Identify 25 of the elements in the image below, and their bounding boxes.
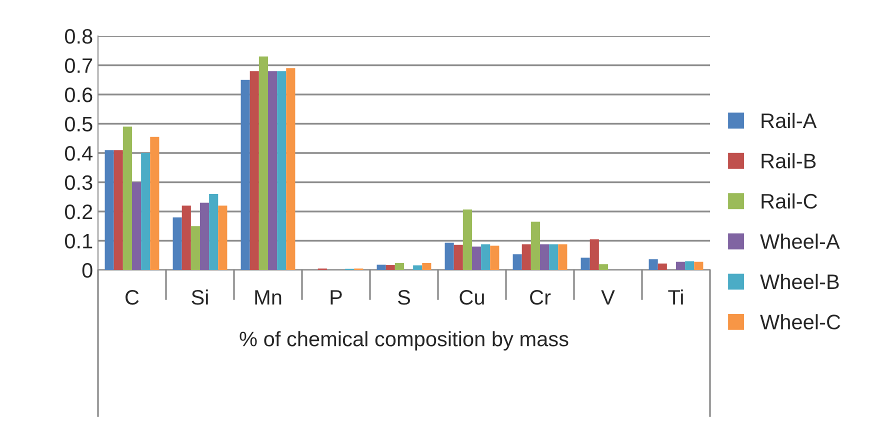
- legend-label: Rail-B: [762, 153, 816, 168]
- legend-label: Wheel-B: [760, 274, 839, 290]
- y-tick-label: 0.6: [64, 88, 92, 102]
- x-tick-label: P: [330, 290, 342, 305]
- y-tick-label: 0.3: [64, 175, 92, 190]
- legend-label: Wheel-A: [760, 234, 840, 249]
- x-tick-label: Mn: [255, 290, 282, 305]
- y-tick-label: 0.1: [64, 234, 92, 249]
- x-axis-title: % of chemical composition by mass: [240, 331, 568, 351]
- x-tick-label: V: [601, 290, 615, 305]
- x-tick-label: S: [398, 290, 410, 305]
- x-tick-label: Si: [192, 289, 208, 305]
- x-tick-label: Cu: [460, 290, 484, 305]
- x-tick-label: Cr: [530, 290, 551, 305]
- legend-label: Rail-A: [762, 112, 817, 128]
- x-tick-label: Ti: [668, 289, 683, 305]
- y-tick-label: 0.4: [64, 146, 93, 161]
- legend-label: Rail-C: [762, 193, 818, 209]
- y-tick-label: 0.7: [64, 58, 92, 74]
- x-tick-label: C: [126, 290, 139, 305]
- y-tick-label: 0: [82, 263, 92, 278]
- y-tick-label: 0.5: [64, 116, 92, 132]
- legend-label: Wheel-C: [760, 314, 840, 330]
- y-tick-label: 0.2: [64, 204, 92, 220]
- y-tick-label: 0.8: [64, 29, 92, 44]
